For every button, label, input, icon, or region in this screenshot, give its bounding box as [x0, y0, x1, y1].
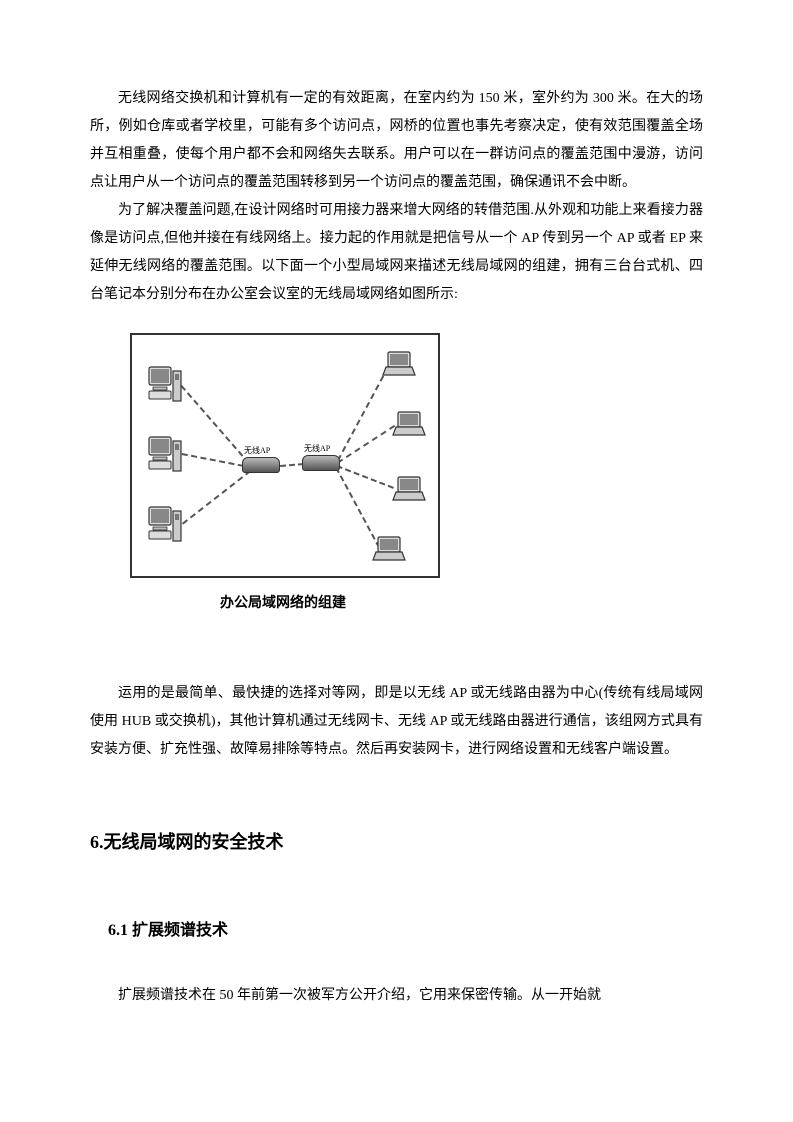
desktop-pc-icon	[147, 365, 183, 405]
wireless-ap-icon	[302, 455, 340, 471]
network-diagram: 无线AP 无线AP	[130, 333, 440, 578]
paragraph-4: 扩展频谱技术在 50 年前第一次被军方公开介绍，它用来保密传输。从一开始就	[90, 982, 703, 1010]
desktop-pc-icon	[147, 505, 183, 545]
connection-line	[280, 463, 304, 467]
ap-label: 无线AP	[244, 445, 270, 456]
laptop-icon	[392, 410, 426, 438]
laptop-icon	[372, 535, 406, 563]
heading-section-6-1: 6.1 扩展频谱技术	[108, 916, 703, 940]
connection-line	[180, 385, 250, 464]
ap-label: 无线AP	[304, 443, 330, 454]
paragraph-1: 无线网络交换机和计算机有一定的有效距离，在室内约为 150 米，室外约为 300…	[90, 85, 703, 197]
network-diagram-container: 无线AP 无线AP 办公局域网络的组建	[130, 333, 703, 612]
paragraph-2: 为了解决覆盖问题,在设计网络时可用接力器来增大网络的转借范围.从外观和功能上来看…	[90, 197, 703, 309]
connection-line	[182, 453, 244, 467]
connection-line	[182, 470, 251, 525]
paragraph-3: 运用的是最简单、最快捷的选择对等网，即是以无线 AP 或无线路由器为中心(传统有…	[90, 680, 703, 764]
laptop-icon	[392, 475, 426, 503]
heading-section-6: 6.无线局域网的安全技术	[90, 828, 703, 854]
desktop-pc-icon	[147, 435, 183, 475]
laptop-icon	[382, 350, 416, 378]
wireless-ap-icon	[242, 457, 280, 473]
diagram-caption: 办公局域网络的组建	[220, 592, 703, 612]
